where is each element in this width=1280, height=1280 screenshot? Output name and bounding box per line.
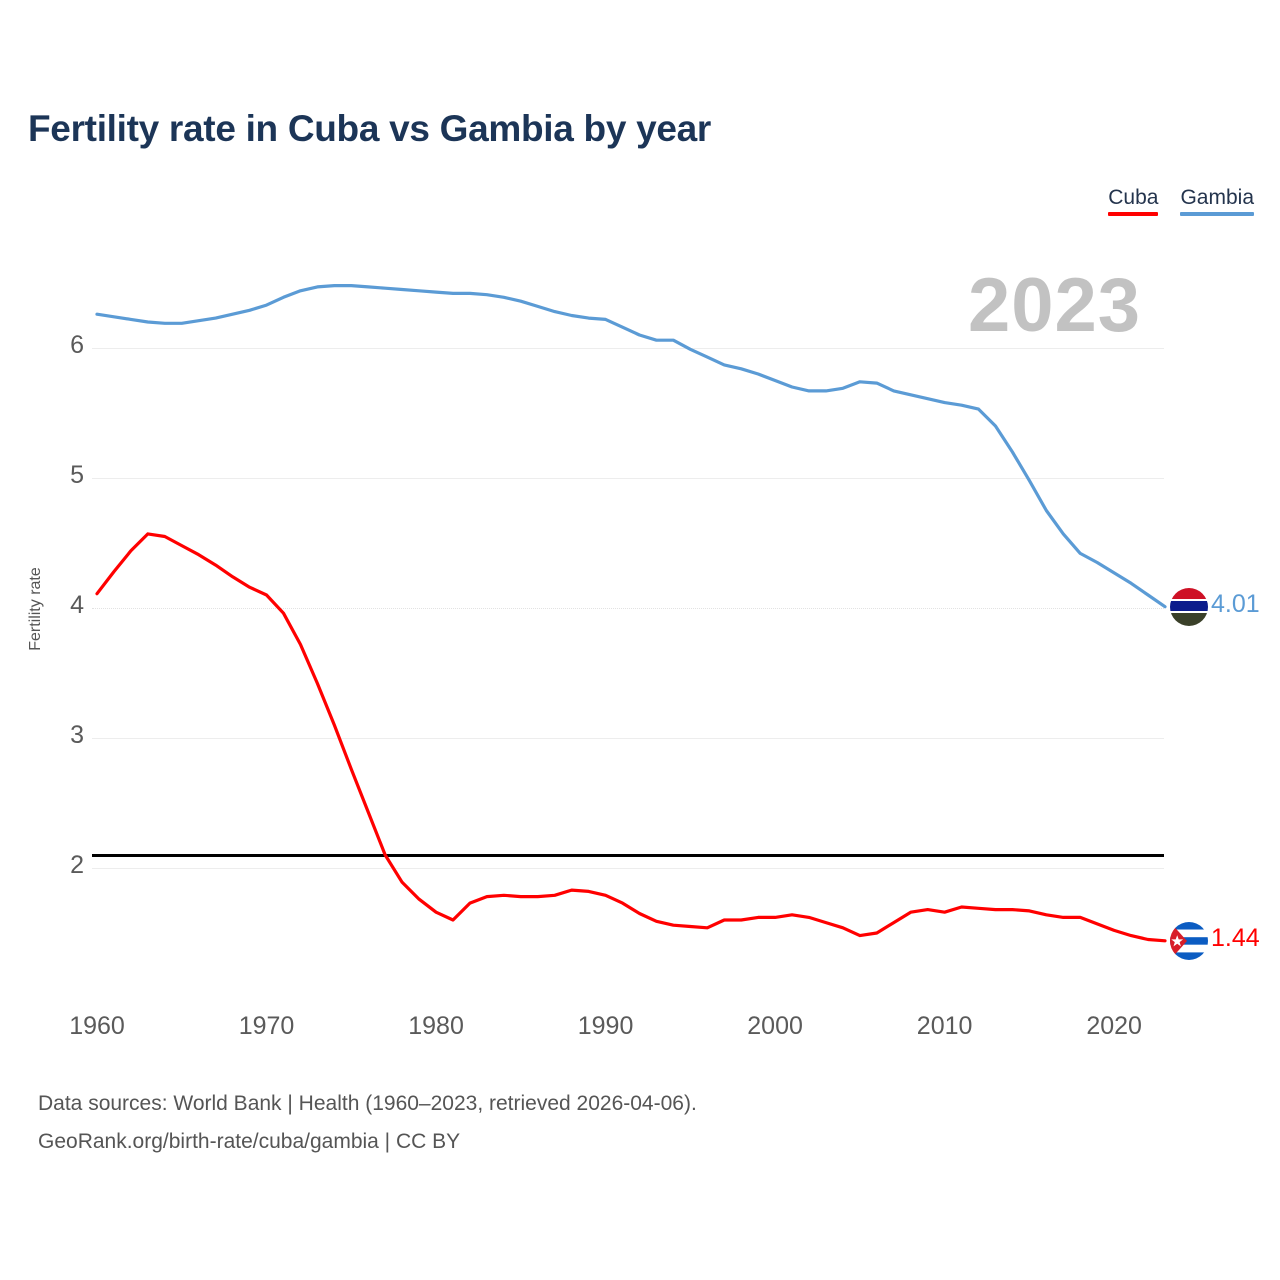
replacement-rate-reference-line bbox=[92, 854, 1164, 857]
cuba-endpoint-value: 1.44 bbox=[1211, 923, 1260, 952]
gridline-y-2 bbox=[92, 868, 1164, 869]
y-tick-label-4: 4 bbox=[70, 591, 84, 619]
legend-item-cuba[interactable]: Cuba bbox=[1108, 186, 1159, 216]
chart-legend: Cuba Gambia bbox=[1108, 186, 1254, 216]
page-title: Fertility rate in Cuba vs Gambia by year bbox=[28, 108, 712, 149]
footer-data-sources: Data sources: World Bank | Health (1960–… bbox=[38, 1092, 697, 1115]
cuba-flag-icon bbox=[1170, 921, 1208, 960]
year-watermark: 2023 bbox=[968, 263, 1142, 348]
gridline-y-3 bbox=[92, 738, 1164, 739]
gridline-y-6 bbox=[92, 348, 1164, 349]
legend-item-gambia[interactable]: Gambia bbox=[1180, 186, 1254, 216]
legend-swatch-cuba bbox=[1108, 212, 1159, 216]
x-tick-label-1990: 1990 bbox=[577, 1012, 634, 1040]
y-tick-label-6: 6 bbox=[70, 331, 84, 359]
x-tick-label-1970: 1970 bbox=[238, 1012, 295, 1040]
gambia-endpoint-value: 4.01 bbox=[1211, 589, 1260, 618]
x-tick-label-2000: 2000 bbox=[747, 1012, 803, 1040]
x-tick-label-2010: 2010 bbox=[916, 1012, 973, 1040]
x-tick-label-1980: 1980 bbox=[408, 1012, 464, 1040]
footer-attribution: GeoRank.org/birth-rate/cuba/gambia | CC … bbox=[38, 1130, 461, 1153]
legend-label-gambia: Gambia bbox=[1180, 186, 1254, 209]
x-tick-label-2020: 2020 bbox=[1086, 1012, 1142, 1040]
series-line-cuba bbox=[95, 532, 1167, 943]
y-tick-label-3: 3 bbox=[70, 721, 84, 749]
gridline-y-5 bbox=[92, 478, 1164, 479]
chart-footer: Data sources: World Bank | Health (1960–… bbox=[38, 1085, 697, 1161]
series-line-gambia bbox=[95, 284, 1167, 609]
legend-swatch-gambia bbox=[1180, 212, 1254, 216]
x-tick-label-1960: 1960 bbox=[69, 1012, 125, 1040]
gridline-y-4 bbox=[92, 608, 1164, 609]
gambia-flag-icon bbox=[1170, 587, 1208, 626]
y-tick-label-2: 2 bbox=[70, 851, 84, 879]
legend-label-cuba: Cuba bbox=[1108, 186, 1159, 209]
y-tick-label-5: 5 bbox=[70, 461, 84, 489]
